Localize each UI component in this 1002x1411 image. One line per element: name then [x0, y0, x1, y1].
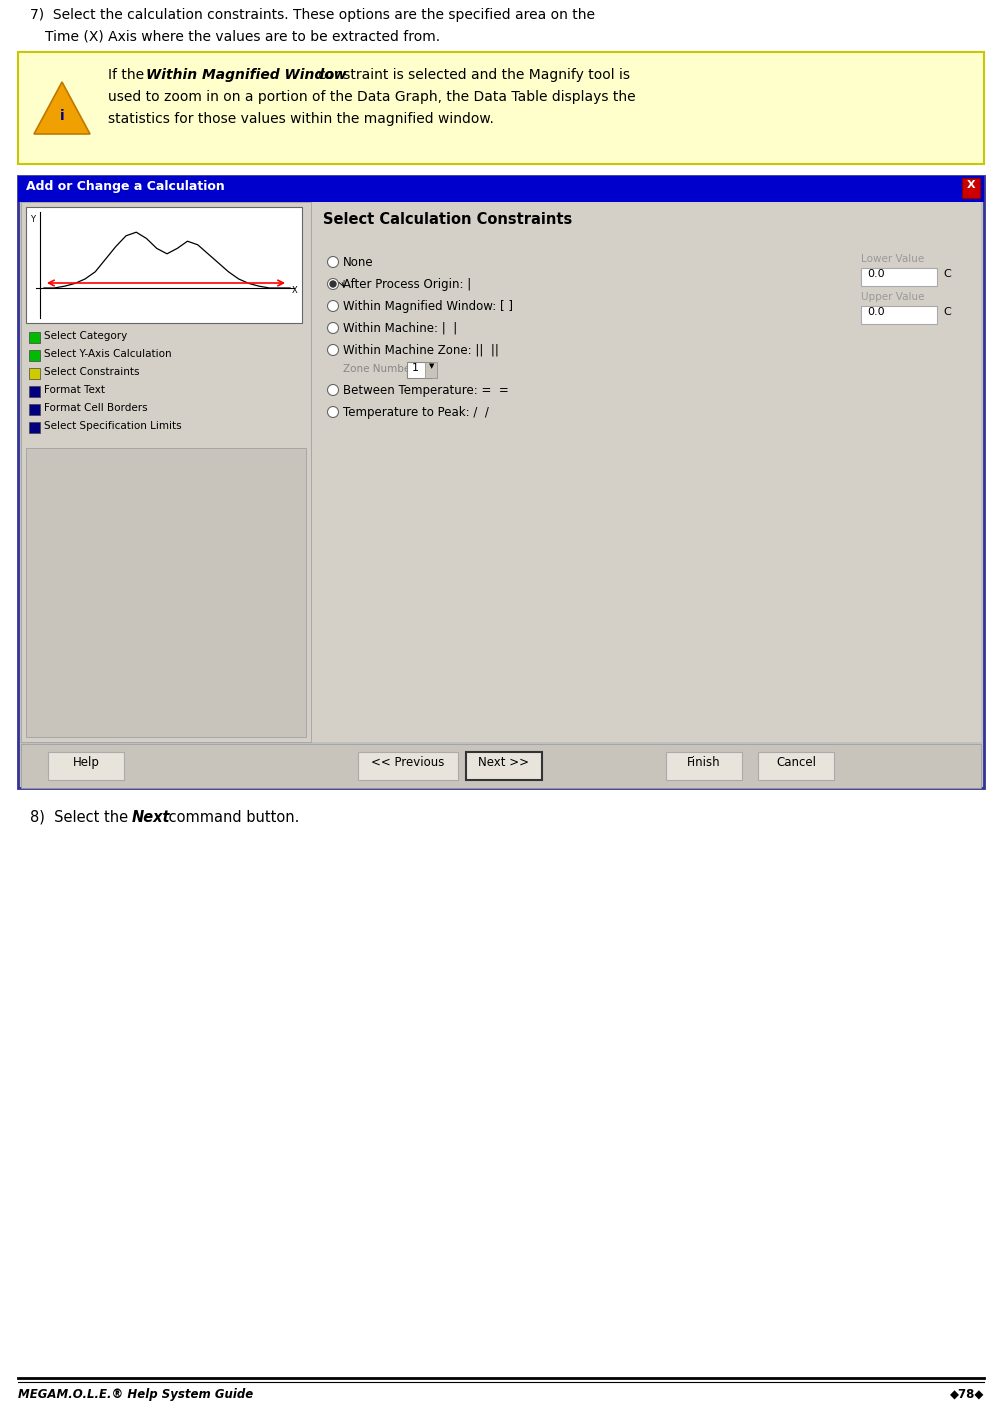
FancyBboxPatch shape	[29, 368, 40, 380]
Text: Finish: Finish	[687, 756, 720, 769]
Text: Zone Number: Zone Number	[343, 364, 415, 374]
Text: Select Calculation Constraints: Select Calculation Constraints	[323, 212, 572, 227]
Text: Format Text: Format Text	[44, 385, 105, 395]
Text: ◆78◆: ◆78◆	[950, 1388, 984, 1401]
FancyBboxPatch shape	[758, 752, 834, 780]
FancyBboxPatch shape	[29, 350, 40, 361]
FancyBboxPatch shape	[18, 176, 984, 202]
Circle shape	[328, 385, 339, 395]
Text: Within Magnified Window: [ ]: Within Magnified Window: [ ]	[343, 301, 513, 313]
FancyBboxPatch shape	[407, 363, 431, 378]
Text: Between Temperature: =  =: Between Temperature: = =	[343, 384, 509, 396]
FancyBboxPatch shape	[18, 52, 984, 164]
Text: C: C	[943, 308, 951, 317]
FancyBboxPatch shape	[26, 207, 302, 323]
FancyBboxPatch shape	[21, 744, 981, 787]
Text: If the: If the	[108, 68, 148, 82]
Text: 7)  Select the calculation constraints. These options are the specified area on : 7) Select the calculation constraints. T…	[30, 8, 595, 23]
Text: 8)  Select the: 8) Select the	[30, 810, 132, 825]
Text: 0.0: 0.0	[867, 308, 885, 317]
FancyBboxPatch shape	[861, 268, 937, 286]
Text: 0.0: 0.0	[867, 270, 885, 279]
FancyBboxPatch shape	[48, 752, 124, 780]
Text: Within Machine: |  |: Within Machine: | |	[343, 322, 457, 334]
Text: Format Cell Borders: Format Cell Borders	[44, 404, 147, 413]
Polygon shape	[34, 82, 90, 134]
Text: Help: Help	[72, 756, 99, 769]
FancyBboxPatch shape	[18, 176, 984, 787]
FancyBboxPatch shape	[21, 202, 311, 742]
Text: None: None	[343, 255, 374, 270]
Text: i: i	[60, 109, 64, 123]
Text: After Process Origin: |: After Process Origin: |	[343, 278, 471, 291]
Circle shape	[330, 281, 336, 286]
FancyBboxPatch shape	[29, 404, 40, 415]
Text: << Previous: << Previous	[372, 756, 445, 769]
FancyBboxPatch shape	[29, 332, 40, 343]
FancyBboxPatch shape	[29, 422, 40, 433]
FancyBboxPatch shape	[358, 752, 458, 780]
Text: command button.: command button.	[164, 810, 300, 825]
Text: Next: Next	[132, 810, 170, 825]
Text: C: C	[943, 270, 951, 279]
Text: Select Specification Limits: Select Specification Limits	[44, 420, 181, 430]
Text: Upper Value: Upper Value	[861, 292, 925, 302]
FancyBboxPatch shape	[861, 306, 937, 325]
Circle shape	[328, 406, 339, 418]
Text: MEGAM.O.L.E.® Help System Guide: MEGAM.O.L.E.® Help System Guide	[18, 1388, 254, 1401]
Circle shape	[328, 278, 339, 289]
Text: Add or Change a Calculation: Add or Change a Calculation	[26, 181, 224, 193]
FancyBboxPatch shape	[29, 387, 40, 396]
Text: X: X	[292, 286, 298, 295]
Text: Within Machine Zone: ||  ||: Within Machine Zone: || ||	[343, 344, 499, 357]
FancyBboxPatch shape	[466, 752, 542, 780]
Text: X: X	[967, 181, 975, 190]
Text: ▼: ▼	[429, 363, 435, 370]
Text: constraint is selected and the Magnify tool is: constraint is selected and the Magnify t…	[314, 68, 630, 82]
Text: Within Magnified Window: Within Magnified Window	[146, 68, 347, 82]
FancyBboxPatch shape	[26, 449, 306, 737]
Text: Lower Value: Lower Value	[861, 254, 924, 264]
FancyBboxPatch shape	[21, 202, 981, 742]
FancyBboxPatch shape	[425, 363, 437, 378]
Text: Select Category: Select Category	[44, 332, 127, 341]
Circle shape	[328, 301, 339, 312]
Circle shape	[328, 257, 339, 268]
Text: Y: Y	[30, 214, 35, 224]
Text: Cancel: Cancel	[776, 756, 816, 769]
Text: Next >>: Next >>	[479, 756, 529, 769]
Text: Select Y-Axis Calculation: Select Y-Axis Calculation	[44, 349, 171, 358]
Circle shape	[328, 323, 339, 333]
Text: Select Constraints: Select Constraints	[44, 367, 139, 377]
Text: 1: 1	[412, 363, 419, 373]
Text: Time (X) Axis where the values are to be extracted from.: Time (X) Axis where the values are to be…	[45, 30, 440, 44]
FancyBboxPatch shape	[666, 752, 742, 780]
FancyBboxPatch shape	[962, 178, 980, 198]
Circle shape	[328, 344, 339, 356]
Text: Temperature to Peak: /  /: Temperature to Peak: / /	[343, 406, 489, 419]
Text: used to zoom in on a portion of the Data Graph, the Data Table displays the: used to zoom in on a portion of the Data…	[108, 90, 635, 104]
Text: statistics for those values within the magnified window.: statistics for those values within the m…	[108, 111, 494, 126]
